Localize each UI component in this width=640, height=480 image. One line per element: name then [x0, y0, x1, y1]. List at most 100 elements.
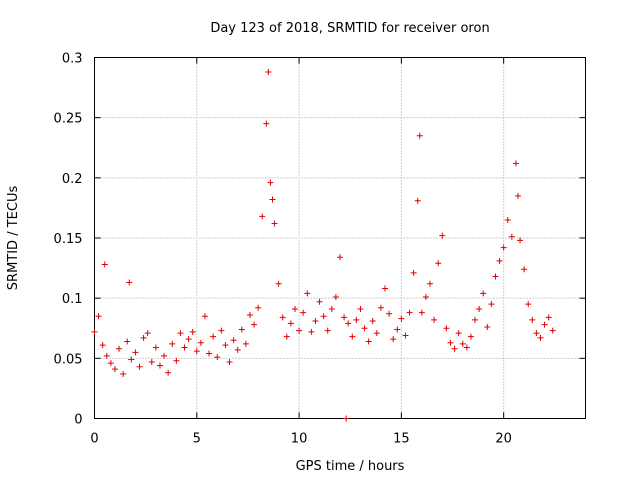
data-point — [410, 269, 417, 276]
data-point — [541, 321, 548, 328]
data-point — [529, 316, 536, 323]
data-point — [120, 370, 127, 377]
data-point — [107, 360, 114, 367]
data-point — [246, 312, 253, 319]
data-point — [517, 237, 524, 244]
chart-title: Day 123 of 2018, SRMTID for receiver oro… — [210, 21, 489, 36]
x-tick-label: 0 — [90, 432, 98, 447]
data-point — [492, 273, 499, 280]
x-tick-label: 5 — [193, 432, 201, 447]
data-point — [463, 344, 470, 351]
data-point — [242, 340, 249, 347]
data-point — [431, 316, 438, 323]
data-point — [169, 340, 176, 347]
data-point — [156, 362, 163, 369]
data-point — [484, 324, 491, 331]
axis-ticks: 0 0.05 0.1 0.15 0.2 0.25 0.3 0 5 10 15 20 — [54, 52, 586, 447]
data-point — [238, 326, 245, 333]
data-point — [394, 326, 401, 333]
data-point — [189, 328, 196, 335]
data-point — [91, 328, 98, 335]
data-point — [512, 160, 519, 167]
data-point — [287, 320, 294, 327]
data-point — [545, 314, 552, 321]
data-point — [447, 339, 454, 346]
data-point — [459, 340, 466, 347]
data-point — [185, 336, 192, 343]
data-point — [263, 120, 270, 127]
data-point — [279, 314, 286, 321]
data-point — [283, 333, 290, 340]
data-point — [508, 233, 515, 240]
data-point — [398, 315, 405, 322]
data-point — [101, 261, 108, 268]
data-point — [418, 309, 425, 316]
data-point — [353, 316, 360, 323]
data-point — [132, 349, 139, 356]
data-point — [161, 352, 168, 359]
data-point — [255, 304, 262, 311]
data-point — [296, 327, 303, 334]
data-point — [230, 337, 237, 344]
data-point — [467, 333, 474, 340]
data-point — [181, 344, 188, 351]
data-point — [488, 301, 495, 308]
data-point — [390, 336, 397, 343]
data-point — [533, 330, 540, 337]
data-point — [126, 279, 133, 286]
data-point — [201, 313, 208, 320]
data-points — [92, 69, 556, 422]
data-point — [95, 313, 102, 320]
x-tick-label: 15 — [393, 432, 410, 447]
data-point — [222, 342, 229, 349]
data-point — [422, 293, 429, 300]
data-point — [275, 280, 282, 287]
data-point — [443, 325, 450, 332]
data-point — [504, 216, 511, 223]
data-point — [308, 328, 315, 335]
data-point — [345, 320, 352, 327]
data-point — [251, 321, 258, 328]
data-point — [267, 179, 274, 186]
x-tick-label: 10 — [291, 432, 308, 447]
data-point — [549, 327, 556, 334]
data-point — [136, 363, 143, 370]
data-point — [406, 309, 413, 316]
data-point — [206, 350, 213, 357]
data-point — [265, 68, 272, 75]
data-point — [332, 293, 339, 300]
data-point — [402, 332, 409, 339]
data-point — [416, 132, 423, 139]
data-point — [226, 358, 233, 365]
data-point — [165, 369, 172, 376]
y-axis-label: SRMTID / TECUs — [6, 186, 21, 291]
data-point — [496, 257, 503, 264]
data-point — [116, 345, 123, 352]
data-point — [435, 260, 442, 267]
y-tick-label: 0.1 — [62, 292, 83, 307]
data-point — [271, 220, 278, 227]
data-point — [103, 352, 110, 359]
data-point — [312, 318, 319, 325]
data-point — [152, 344, 159, 351]
data-point — [291, 305, 298, 312]
data-point — [525, 301, 532, 308]
data-point — [349, 333, 356, 340]
data-point — [144, 330, 151, 337]
data-point — [480, 290, 487, 297]
x-tick-label: 20 — [495, 432, 512, 447]
data-point — [514, 192, 521, 199]
data-point — [365, 338, 372, 345]
data-point — [476, 305, 483, 312]
data-point — [337, 254, 343, 261]
data-point — [177, 330, 184, 337]
data-point — [259, 213, 266, 220]
y-tick-label: 0.25 — [54, 112, 83, 127]
data-point — [451, 345, 458, 352]
data-point — [414, 197, 421, 204]
data-point — [148, 358, 155, 365]
data-point — [361, 325, 368, 332]
data-point — [521, 266, 528, 273]
data-point — [386, 310, 393, 317]
